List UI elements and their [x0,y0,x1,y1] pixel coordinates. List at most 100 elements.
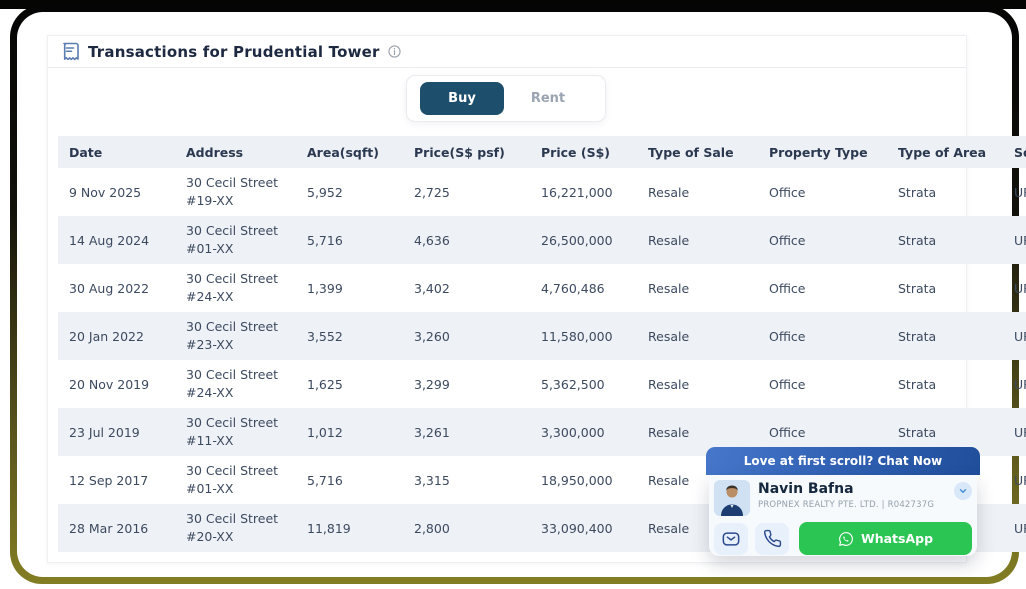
page-title: Transactions for Prudential Tower [88,42,380,61]
agent-meta: Navin Bafna PROPNEX REALTY PTE. LTD. | R… [758,480,954,510]
table-row: 30 Aug 2022 30 Cecil Street #24-XX 1,399 3,4… [58,264,1026,312]
cell-area: 5,716 [307,472,343,488]
cell-price-psf: 3,402 [414,280,450,296]
cell-date: 23 Jul 2019 [69,424,140,440]
cell-type-of-sale: Resale [648,472,690,488]
cell-type-of-sale: Resale [648,520,690,536]
col-header-type-of-sale: Type of Sale [637,136,758,168]
cell-address: 30 Cecil Street #23-XX [186,318,279,352]
receipt-icon [61,42,79,62]
rent-tab[interactable]: Rent [504,82,592,115]
col-header-address: Address [175,136,296,168]
cell-address: 30 Cecil Street #01-XX [186,222,279,256]
cell-date: 20 Jan 2022 [69,328,144,344]
table-row: 20 Jan 2022 30 Cecil Street #23-XX 3,552 3,2… [58,312,1026,360]
col-header-type-of-area: Type of Area [887,136,1003,168]
cell-type-of-area: Strata [898,328,937,344]
chat-widget: Navin Bafna PROPNEX REALTY PTE. LTD. | R… [709,475,977,556]
cell-source: URA [1014,328,1026,344]
cell-area: 1,399 [307,280,343,296]
cell-area: 11,819 [307,520,351,536]
card-header: Transactions for Prudential Tower [48,36,966,68]
cell-property-type: Office [769,328,806,344]
whatsapp-icon [838,531,854,547]
phone-icon [763,529,782,548]
cell-area: 1,625 [307,376,343,392]
cell-property-type: Office [769,424,806,440]
cell-address: 30 Cecil Street #24-XX [186,270,279,304]
whatsapp-label: WhatsApp [860,531,934,546]
cell-price-psf: 3,261 [414,424,450,440]
cell-date: 20 Nov 2019 [69,376,150,392]
col-header-area: Area(sqft) [296,136,403,168]
chat-agent-row: Navin Bafna PROPNEX REALTY PTE. LTD. | R… [714,480,972,516]
cell-type-of-sale: Resale [648,280,690,296]
cell-date: 30 Aug 2022 [69,280,150,296]
cell-price: 33,090,400 [541,520,613,536]
table-row: 9 Nov 2025 30 Cecil Street #19-XX 5,952 2,72… [58,168,1026,216]
col-header-price: Price (S$) [530,136,637,168]
cell-type-of-sale: Resale [648,328,690,344]
cell-source: URA [1014,184,1026,200]
buy-tab[interactable]: Buy [420,82,504,115]
cell-type-of-area: Strata [898,184,937,200]
cell-date: 14 Aug 2024 [69,232,150,248]
table-row: 14 Aug 2024 30 Cecil Street #01-XX 5,716 4,6… [58,216,1026,264]
cell-price-psf: 3,260 [414,328,450,344]
top-strip [0,0,1026,9]
cell-source: URA [1014,424,1026,440]
cell-source: URA [1014,472,1026,488]
cell-price: 18,950,000 [541,472,613,488]
buy-rent-toggle: Buy Rent [406,75,606,122]
mail-icon [721,530,741,548]
cell-price-psf: 3,299 [414,376,450,392]
agent-agency: PROPNEX REALTY PTE. LTD. | R042737G [758,500,935,511]
cell-source: URA [1014,280,1026,296]
cell-property-type: Office [769,280,806,296]
cell-type-of-area: Strata [898,424,937,440]
col-header-property-type: Property Type [758,136,887,168]
cell-type-of-area: Strata [898,232,937,248]
agent-avatar [714,480,750,516]
info-icon[interactable] [388,45,401,58]
cell-source: URA [1014,232,1026,248]
cell-type-of-area: Strata [898,376,937,392]
col-header-source: Source [1003,136,1026,168]
cell-type-of-sale: Resale [648,184,690,200]
table-row: 12 Sep 2017 30 Cecil Street #01-XX 5,716 3,3… [58,456,1026,504]
whatsapp-button[interactable]: WhatsApp [799,522,972,555]
cell-area: 5,952 [307,184,343,200]
cell-price: 3,300,000 [541,424,605,440]
cell-area: 5,716 [307,232,343,248]
cell-price: 11,580,000 [541,328,613,344]
col-header-date: Date [58,136,175,168]
cell-property-type: Office [769,232,806,248]
cell-date: 28 Mar 2016 [69,520,149,536]
cell-type-of-sale: Resale [648,376,690,392]
cell-address: 30 Cecil Street #20-XX [186,510,279,544]
agent-name: Navin Bafna [758,481,854,497]
cell-area: 3,552 [307,328,343,344]
cell-price: 16,221,000 [541,184,613,200]
cell-property-type: Office [769,184,806,200]
cell-price: 4,760,486 [541,280,605,296]
cell-price-psf: 3,315 [414,472,450,488]
cell-address: 30 Cecil Street #19-XX [186,174,279,208]
chevron-down-icon[interactable] [954,482,972,500]
cell-type-of-sale: Resale [648,232,690,248]
email-button[interactable] [714,522,748,555]
chat-banner[interactable]: Love at first scroll? Chat Now [706,447,980,475]
cell-type-of-area: Strata [898,280,937,296]
cell-address: 30 Cecil Street #11-XX [186,414,279,448]
table-header: Date Address Area(sqft) Price(S$ psf) Pr… [58,136,1026,168]
cell-price: 5,362,500 [541,376,605,392]
phone-button[interactable] [755,522,789,555]
cell-price-psf: 2,800 [414,520,450,536]
cell-area: 1,012 [307,424,343,440]
cell-price-psf: 2,725 [414,184,450,200]
table-row: 20 Nov 2019 30 Cecil Street #24-XX 1,625 3,2… [58,360,1026,408]
cell-price-psf: 4,636 [414,232,450,248]
cell-date: 12 Sep 2017 [69,472,149,488]
cell-property-type: Office [769,376,806,392]
